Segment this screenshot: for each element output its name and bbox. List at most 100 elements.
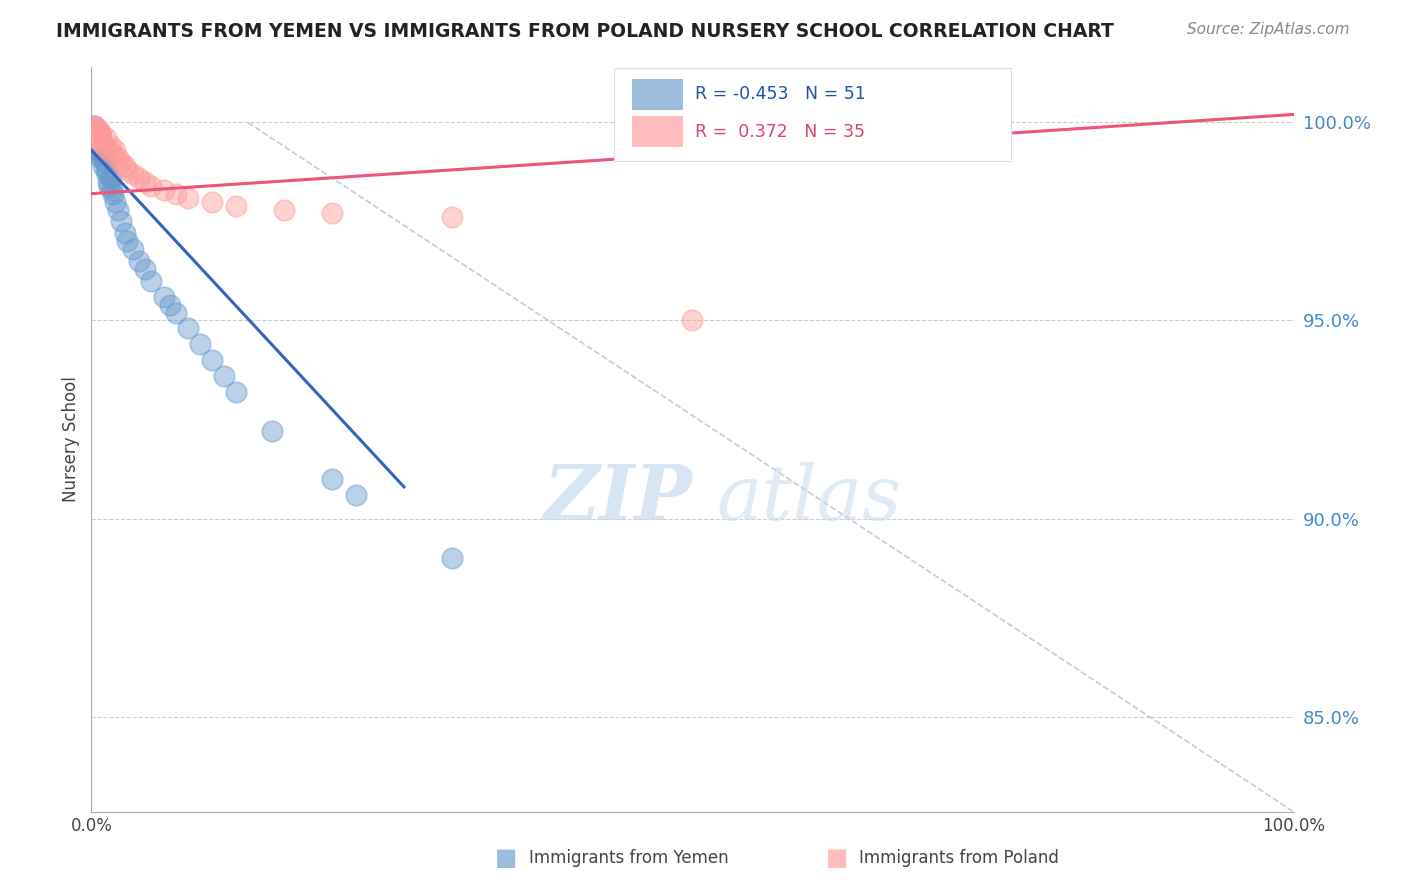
- Y-axis label: Nursery School: Nursery School: [62, 376, 80, 502]
- Text: Immigrants from Yemen: Immigrants from Yemen: [529, 849, 728, 867]
- Point: [89, 139, 111, 153]
- Point: [101, 147, 124, 161]
- Point: [90, 135, 112, 149]
- Text: Immigrants from Poland: Immigrants from Poland: [859, 849, 1059, 867]
- Point: [101, 183, 124, 197]
- Point: [188, 337, 211, 351]
- Point: [201, 353, 224, 368]
- Point: [83, 123, 105, 137]
- Point: [321, 472, 343, 486]
- Point: [260, 425, 283, 439]
- Point: [128, 254, 150, 268]
- Point: [117, 234, 139, 248]
- FancyBboxPatch shape: [614, 69, 1011, 161]
- FancyBboxPatch shape: [633, 78, 683, 110]
- Point: [86, 123, 108, 137]
- Point: [128, 170, 150, 185]
- Point: [82, 123, 104, 137]
- Point: [84, 123, 107, 137]
- Text: R = -0.453   N = 51: R = -0.453 N = 51: [695, 86, 866, 103]
- Point: [84, 131, 107, 145]
- Point: [87, 123, 110, 137]
- Point: [104, 143, 127, 157]
- Point: [84, 123, 107, 137]
- Point: [212, 368, 235, 383]
- Point: [440, 551, 463, 566]
- Point: [273, 202, 295, 217]
- Point: [93, 147, 115, 161]
- Point: [93, 155, 115, 169]
- Point: [90, 128, 112, 142]
- Point: [83, 120, 105, 134]
- Point: [94, 162, 117, 177]
- Text: ■: ■: [495, 847, 517, 870]
- Point: [165, 186, 187, 201]
- Point: [152, 290, 174, 304]
- Point: [86, 147, 108, 161]
- Point: [90, 151, 112, 165]
- Point: [107, 202, 129, 217]
- Text: Source: ZipAtlas.com: Source: ZipAtlas.com: [1187, 22, 1350, 37]
- Text: ZIP: ZIP: [544, 462, 692, 536]
- Text: IMMIGRANTS FROM YEMEN VS IMMIGRANTS FROM POLAND NURSERY SCHOOL CORRELATION CHART: IMMIGRANTS FROM YEMEN VS IMMIGRANTS FROM…: [56, 22, 1114, 41]
- Point: [165, 305, 187, 319]
- Point: [122, 242, 145, 256]
- Point: [97, 143, 120, 157]
- Point: [114, 227, 136, 241]
- Point: [89, 128, 111, 142]
- Point: [84, 139, 107, 153]
- Point: [91, 139, 114, 153]
- Point: [134, 175, 156, 189]
- Point: [110, 155, 132, 169]
- Point: [83, 128, 105, 142]
- Point: [110, 214, 132, 228]
- Point: [89, 131, 111, 145]
- Point: [83, 128, 105, 142]
- Point: [321, 206, 343, 220]
- Text: atlas: atlas: [717, 462, 901, 536]
- Point: [104, 194, 127, 209]
- Point: [225, 198, 247, 212]
- Point: [82, 131, 104, 145]
- Point: [82, 120, 104, 134]
- Point: [152, 183, 174, 197]
- Text: ■: ■: [825, 847, 848, 870]
- Point: [176, 321, 198, 335]
- Point: [134, 262, 156, 277]
- Point: [87, 131, 110, 145]
- Point: [87, 143, 110, 157]
- Point: [100, 170, 122, 185]
- Point: [344, 488, 367, 502]
- Point: [141, 274, 163, 288]
- Point: [93, 139, 115, 153]
- Point: [98, 178, 121, 193]
- Point: [96, 167, 118, 181]
- Point: [86, 128, 108, 142]
- Point: [107, 151, 129, 165]
- FancyBboxPatch shape: [633, 116, 683, 147]
- Point: [681, 313, 703, 327]
- Text: R =  0.372   N = 35: R = 0.372 N = 35: [695, 123, 865, 141]
- Point: [86, 135, 108, 149]
- Point: [93, 159, 115, 173]
- Point: [159, 297, 181, 311]
- Point: [141, 178, 163, 193]
- Point: [225, 384, 247, 399]
- Point: [84, 128, 107, 142]
- Point: [86, 135, 108, 149]
- Point: [117, 162, 139, 177]
- Point: [101, 186, 124, 201]
- Point: [84, 143, 107, 157]
- Point: [176, 191, 198, 205]
- Point: [440, 211, 463, 225]
- Point: [122, 167, 145, 181]
- Point: [84, 120, 107, 134]
- Point: [201, 194, 224, 209]
- Point: [91, 135, 114, 149]
- Point: [94, 131, 117, 145]
- Point: [100, 139, 122, 153]
- Point: [84, 131, 107, 145]
- Point: [83, 139, 105, 153]
- Point: [114, 159, 136, 173]
- Point: [97, 175, 120, 189]
